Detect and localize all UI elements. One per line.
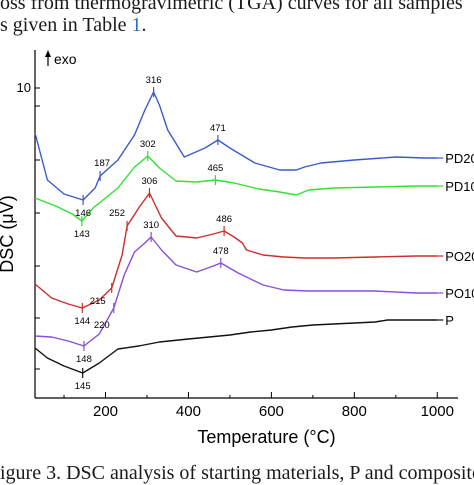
x-tick-label: 1000 [421, 403, 454, 420]
annotation-label: 478 [213, 246, 229, 257]
table-reference-link[interactable]: 1 [131, 14, 142, 36]
annotation-label: 302 [140, 139, 156, 150]
page-text-second-prefix: s given in Table [0, 14, 127, 36]
series-label-pd100: PD100 [445, 179, 474, 194]
annotation-label: 306 [142, 176, 158, 187]
annotation-label: 144 [74, 316, 90, 327]
page-text-top: oss from thermogravimetric (TGA) curves … [0, 0, 463, 14]
series-line-pd200 [34, 91, 438, 201]
series-label-po200: PO200 [445, 249, 474, 264]
annotation-label: 145 [75, 381, 91, 392]
page-text-second: s given in Table 1. [0, 14, 147, 37]
series-layer [34, 91, 438, 374]
series-label-po100: PO100 [445, 286, 474, 301]
annotation-label: 220 [94, 320, 110, 331]
x-tick-label: 800 [342, 403, 367, 420]
series-label-p: P [445, 313, 454, 328]
exo-label: exo [54, 51, 77, 67]
annotation-label: 471 [210, 123, 226, 134]
series-line-po200 [34, 192, 438, 309]
annotation-label: 486 [216, 214, 232, 225]
series-line-po100 [34, 236, 438, 347]
series-line-p [34, 319, 438, 374]
x-tick-label: 400 [176, 403, 201, 420]
annotation-label: 310 [143, 220, 159, 231]
annotation-label: 148 [76, 354, 92, 365]
page-text-second-suffix: . [141, 14, 147, 36]
x-axis-title: Temperature (°C) [197, 427, 335, 447]
y-axis-title: DSC (μV) [0, 195, 17, 272]
exo-arrow-head [45, 50, 51, 57]
y-tick-label: 10 [17, 80, 31, 95]
axes-layer: 200 400 600 800 1000 10 exo DSC (μV) Temperature… [0, 50, 458, 447]
x-tick-label: 200 [93, 403, 118, 420]
series-line-pd100 [34, 155, 438, 222]
annotation-label: 316 [146, 75, 162, 86]
dsc-chart: 200 400 600 800 1000 10 exo DSC (μV) Temperature… [0, 50, 474, 447]
annotation-label: 465 [207, 163, 223, 174]
annotation-label: 146 [75, 208, 91, 219]
annotation-label: 215 [90, 296, 106, 307]
annotation-label: 187 [94, 158, 110, 169]
series-label-pd200: PD200 [445, 151, 474, 166]
annotation-label: 252 [109, 208, 125, 219]
x-tick-label: 600 [259, 403, 284, 420]
label-layer: PD200146187316471PD100143302465PO2001442… [74, 75, 474, 392]
annotation-label: 143 [74, 229, 90, 240]
